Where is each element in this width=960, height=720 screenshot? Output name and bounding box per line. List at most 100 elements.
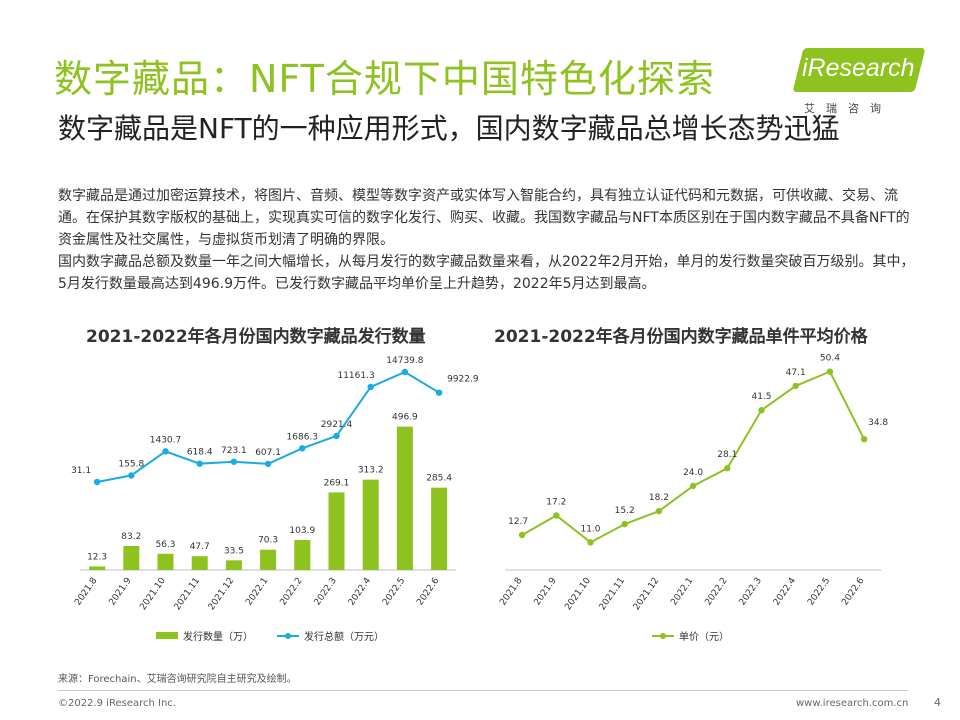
- chart2-line-point: [518, 531, 526, 539]
- chart1-bar-label: 47.7: [190, 542, 210, 552]
- chart1-bar-label: 285.4: [426, 474, 452, 484]
- chart1-line-label: 14739.8: [386, 356, 423, 366]
- chart2-line-point: [587, 539, 594, 546]
- chart1-title: 2021-2022年各月份国内数字藏品发行数量: [86, 327, 426, 347]
- chart2-line-point: [758, 406, 765, 414]
- chart1-line-label: 11161.3: [337, 371, 374, 381]
- chart1-line-point: [333, 432, 340, 440]
- chart1-bar-label: 496.9: [392, 413, 418, 423]
- page-title: 数字藏品：NFT合规下中国特色化探索: [54, 57, 715, 101]
- chart1-line-label: 607.1: [255, 448, 281, 458]
- page-number: 4: [934, 696, 941, 709]
- chart1-x-tick: 2022.2: [278, 576, 304, 608]
- legend-price-swatch: [652, 632, 674, 639]
- body-paragraph-2: 国内数字藏品总额及数量一年之间大幅增长，从每月发行的数字藏品数量来看，从2022…: [58, 254, 915, 292]
- chart2-point-label: 24.0: [683, 468, 703, 478]
- chart2-point-label: 34.8: [868, 418, 888, 428]
- chart2-point-label: 17.2: [546, 497, 566, 507]
- legend-line-label: 发行总额（万元）: [304, 632, 384, 643]
- chart1-x-tick: 2021.9: [107, 576, 133, 608]
- chart1-bar-label: 33.5: [224, 546, 244, 556]
- chart2-x-tick: 2021.10: [563, 576, 593, 612]
- chart2-line-point: [655, 507, 663, 515]
- chart1-bar: [123, 546, 140, 570]
- chart1-bar-label: 269.1: [324, 478, 350, 488]
- chart1-x-tick: 2022.5: [381, 576, 407, 608]
- chart1-x-tick: 2022.3: [313, 576, 339, 608]
- chart1-line-label: 723.1: [221, 446, 247, 456]
- chart1-bar-label: 70.3: [258, 536, 278, 546]
- chart2-line-point: [621, 520, 628, 528]
- chart2-point-label: 28.1: [717, 450, 737, 460]
- chart1-line-point: [401, 368, 409, 376]
- legend-line-swatch: [277, 632, 299, 639]
- chart2-point-label: 47.1: [786, 368, 806, 378]
- chart1-line-point: [230, 458, 238, 465]
- chart2-point-label: 50.4: [820, 354, 840, 364]
- chart1-bar-label: 56.3: [155, 540, 175, 550]
- chart1-line-point: [128, 472, 135, 479]
- chart2-point-label: 18.2: [649, 493, 669, 503]
- chart1-line-point: [299, 445, 306, 452]
- chart1-bar-label: 313.2: [358, 466, 384, 476]
- chart1-x-tick: 2022.4: [347, 576, 373, 608]
- chart1-line-label: 31.1: [71, 466, 91, 476]
- page-subtitle: 数字藏品是NFT的一种应用形式，国内数字藏品总增长态势迅猛: [58, 112, 840, 145]
- logo-subtext: 艾瑞咨询: [804, 102, 892, 115]
- chart1-x-tick: 2022.1: [244, 576, 270, 608]
- chart1-line-label: 155.8: [118, 459, 144, 469]
- chart2-line-point: [724, 465, 731, 472]
- chart1-line-label: 618.4: [187, 448, 213, 458]
- chart2-line-point: [792, 382, 799, 390]
- chart2-x-tick: 2022.6: [840, 576, 866, 608]
- iresearch-logo: iResearch 艾瑞咨询: [790, 44, 930, 116]
- chart1-legend: 发行数量（万） 发行总额（万元）: [156, 628, 384, 643]
- legend-bar-swatch: [156, 632, 178, 639]
- chart2-price-line: [521, 370, 865, 544]
- body-text: 数字藏品是通过加密运算技术，将图片、音频、模型等数字资产或实体写入智能合约，具有…: [58, 185, 918, 295]
- chart2-title: 2021-2022年各月份国内数字藏品单件平均价格: [494, 327, 868, 347]
- chart1-bar: [431, 487, 448, 570]
- chart1-bar: [294, 540, 311, 570]
- chart1-line-point: [264, 460, 272, 468]
- chart1-line-label: 2921.4: [321, 420, 353, 430]
- chart1-x-tick: 2021.8: [73, 576, 99, 608]
- chart1-bar: [362, 479, 379, 570]
- chart1-bar: [328, 492, 345, 570]
- chart2-line-point: [553, 512, 560, 519]
- chart2-x-tick: 2022.3: [738, 576, 764, 608]
- chart2-point-label: 12.7: [508, 517, 528, 527]
- chart2-x-tick: 2022.5: [806, 576, 832, 608]
- chart1-bar: [191, 556, 208, 570]
- chart1-line-point: [93, 478, 101, 486]
- chart1-x-tick: 2021.10: [138, 576, 168, 612]
- chart2-line-point: [826, 368, 834, 375]
- chart2-x-tick: 2022.1: [669, 576, 695, 608]
- chart1-bar: [260, 549, 277, 570]
- body-paragraph-1: 数字藏品是通过加密运算技术，将图片、音频、模型等数字资产或实体写入智能合约，具有…: [58, 188, 910, 248]
- source-note: 来源：Forechain、艾瑞咨询研究院自主研究及绘制。: [58, 674, 297, 685]
- legend-price-label: 单价（元）: [679, 632, 729, 643]
- chart1-x-tick: 2022.6: [415, 576, 441, 608]
- chart1-x-tick: 2021.12: [207, 576, 237, 612]
- chart2-x-tick: 2021.11: [598, 576, 628, 612]
- chart1-line-point: [162, 448, 169, 455]
- legend-bar-label: 发行数量（万）: [183, 632, 253, 643]
- chart2-point-label: 41.5: [751, 392, 771, 402]
- chart2-point-label: 11.0: [580, 524, 600, 534]
- chart2-x-tick: 2021.12: [632, 576, 662, 612]
- chart1-line-label: 1686.3: [287, 432, 319, 442]
- footer-divider: [58, 690, 908, 691]
- chart1-line-point: [367, 383, 374, 391]
- logo-text: iResearch: [802, 54, 915, 82]
- chart1-line-label: 9922.9: [447, 375, 479, 385]
- chart2-x-tick: 2022.4: [772, 576, 798, 608]
- website-link[interactable]: www.iresearch.com.cn: [796, 698, 909, 709]
- chart2-x-tick: 2022.2: [703, 576, 729, 608]
- chart1-line-point: [196, 460, 203, 467]
- chart1-bar: [225, 560, 242, 570]
- chart1-bar: [157, 553, 174, 570]
- chart2-point-label: 15.2: [615, 506, 635, 516]
- chart1-bar: [396, 426, 413, 570]
